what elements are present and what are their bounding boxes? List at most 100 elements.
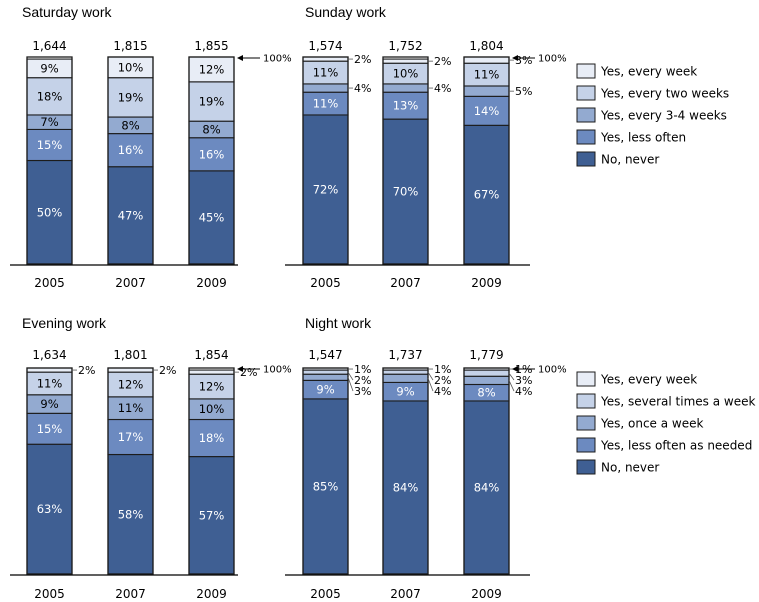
bar-2005: 85% 9% 1%2%3% 1,547 2005 xyxy=(302,348,371,601)
bar-outline xyxy=(302,367,349,575)
data-label: 2% xyxy=(434,55,451,68)
data-label: 15% xyxy=(37,138,63,152)
data-label: 11% xyxy=(37,376,63,390)
bar-outline xyxy=(463,56,510,265)
data-label: 11% xyxy=(313,66,339,80)
panel-sunday-work: Sunday work 72% 11% 11% 2% 4% 1,574 2005 70% 13% 1… xyxy=(285,4,729,290)
bar-2005: 50% 15% 7% 18% 9% 1,644 2005 xyxy=(26,39,73,290)
legend-entry: Yes, every week xyxy=(600,65,697,79)
data-label: 7% xyxy=(40,115,58,129)
data-label: 10% xyxy=(393,67,419,81)
bar-2009: 45% 16% 8% 19% 12% 1,855 2009 xyxy=(188,39,235,290)
data-label: 4% xyxy=(434,385,451,398)
bar-segment-no-never xyxy=(463,400,510,575)
bar-segment-yes-several-times-a-week xyxy=(382,369,429,375)
bar-outline xyxy=(26,56,73,265)
bar-outline xyxy=(463,367,510,575)
bar-outline xyxy=(107,367,154,575)
data-label: 16% xyxy=(199,147,225,161)
data-label: 1% xyxy=(434,363,451,376)
leader-line xyxy=(508,380,515,392)
data-label: 58% xyxy=(118,507,144,521)
bar-segment-yes-every-3-4-weeks xyxy=(382,83,429,93)
bar-segment-yes-every-two-weeks xyxy=(188,81,235,122)
bar-segment-yes-every-week xyxy=(463,56,510,64)
data-label: 50% xyxy=(37,205,63,219)
x-tick-label: 2005 xyxy=(34,276,65,290)
x-tick-label: 2005 xyxy=(310,587,341,601)
x-tick-label: 2007 xyxy=(390,276,421,290)
legend: Yes, every week Yes, several times a week… xyxy=(576,371,755,475)
bar-segment-yes-once-a-week xyxy=(382,373,429,383)
data-label: 9% xyxy=(40,397,58,411)
data-label: 10% xyxy=(199,402,225,416)
bar-segment-yes-once-a-week xyxy=(463,375,510,386)
x-tick-label: 2007 xyxy=(115,587,146,601)
bar-outline xyxy=(382,56,429,265)
leader-line xyxy=(427,378,434,392)
total-label: 1,737 xyxy=(388,348,422,362)
total-label: 1,815 xyxy=(113,39,147,53)
data-label: 4% xyxy=(354,82,371,95)
legend-entry: No, never xyxy=(601,153,659,167)
bar-2009: 67% 14% 11% 3% 5% 1,804 2009 xyxy=(463,39,532,290)
legend-entry: Yes, every two weeks xyxy=(600,87,729,101)
panel-title: Night work xyxy=(305,315,372,331)
x-tick-label: 2009 xyxy=(196,276,227,290)
bar-2007: 58% 17% 11% 12% 2% 1,801 2007 xyxy=(107,348,176,601)
bar-outline xyxy=(302,56,349,265)
data-label: 15% xyxy=(37,422,63,436)
hundred-percent-label: 100% xyxy=(263,365,292,376)
panel-evening-work: Evening work 63% 15% 9% 11% 2% 1,634 2005 58% 17%… xyxy=(10,315,292,601)
data-label: 18% xyxy=(37,89,63,103)
data-label: 16% xyxy=(118,143,144,157)
bar-2009: 84% 8% 1%3%4% 1,779 2009 xyxy=(463,348,532,601)
data-label: 2% xyxy=(159,364,176,377)
data-label: 9% xyxy=(316,383,334,397)
bar-2005: 72% 11% 11% 2% 4% 1,574 2005 xyxy=(302,39,371,290)
data-label: 45% xyxy=(199,210,225,224)
arrow-left-icon xyxy=(237,366,243,372)
bar-2007: 70% 13% 10% 2% 4% 1,752 2007 xyxy=(382,39,451,290)
bar-segment-no-never xyxy=(302,398,349,575)
data-label: 67% xyxy=(474,188,500,202)
data-label: 63% xyxy=(37,502,63,516)
bar-outline xyxy=(382,367,429,575)
data-label: 11% xyxy=(118,401,144,415)
data-label: 70% xyxy=(393,185,419,199)
data-label: 3% xyxy=(515,374,532,387)
data-label: 14% xyxy=(474,104,500,118)
data-label: 9% xyxy=(40,61,58,75)
leader-line xyxy=(427,371,434,381)
total-label: 1,574 xyxy=(308,39,342,53)
total-label: 1,854 xyxy=(194,348,228,362)
legend-swatch xyxy=(576,151,596,167)
arrow-left-icon xyxy=(512,55,518,61)
legend-swatch xyxy=(576,129,596,145)
panel-saturday-work: Saturday work 50% 15% 7% 18% 9% 1,644 2005 47% 16… xyxy=(10,4,292,290)
x-tick-label: 2005 xyxy=(34,587,65,601)
data-label: 9% xyxy=(396,385,414,399)
data-label: 8% xyxy=(202,122,220,136)
panel-title: Sunday work xyxy=(305,4,387,20)
total-label: 1,801 xyxy=(113,348,147,362)
total-label: 1,804 xyxy=(469,39,503,53)
legend-swatch xyxy=(576,393,596,409)
x-tick-label: 2009 xyxy=(196,587,227,601)
leader-line xyxy=(347,377,354,392)
legend-swatch xyxy=(576,63,596,79)
bar-2007: 84% 9% 1%2%4% 1,737 2007 xyxy=(382,348,451,601)
data-label: 12% xyxy=(118,377,144,391)
data-label: 10% xyxy=(118,60,144,74)
bar-segment-yes-several-times-a-week xyxy=(302,369,349,375)
bar-segment-yes-several-times-a-week xyxy=(463,369,510,377)
bar-segment-yes-once-a-week xyxy=(302,373,349,381)
data-label: 2% xyxy=(354,53,371,66)
data-label: 8% xyxy=(477,386,495,400)
data-label: 12% xyxy=(199,62,225,76)
data-label: 84% xyxy=(474,480,500,494)
data-label: 19% xyxy=(118,90,144,104)
data-label: 11% xyxy=(474,68,500,82)
